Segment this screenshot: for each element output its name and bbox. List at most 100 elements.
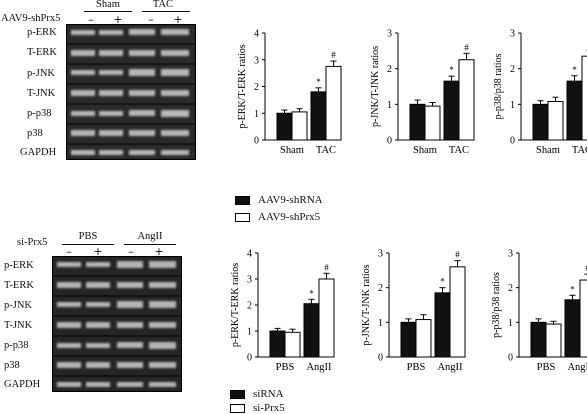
top-legend-swatch-2 <box>235 212 250 222</box>
x-tick-label: TAC <box>316 145 336 156</box>
bottom-blot-label-p-p38: p-p38 <box>4 340 29 351</box>
bar <box>415 319 432 358</box>
x-tick-label: PBS <box>537 362 556 373</box>
bottom-western-blot-image <box>52 256 182 392</box>
significance-marker: * <box>440 277 445 287</box>
top-group1-underline <box>84 11 132 12</box>
bar <box>449 266 466 358</box>
bar <box>291 111 308 141</box>
y-tick-label: 1 <box>378 318 383 329</box>
significance-marker: * <box>570 284 575 294</box>
top-blot-label-t-erk: T-ERK <box>27 47 57 58</box>
x-tick-label: AngII <box>306 362 332 373</box>
y-tick-label: 0 <box>254 136 259 147</box>
top-legend-item-2: AAV9-shPrx5 <box>235 212 320 223</box>
bar <box>458 59 475 141</box>
y-tick-label: 3 <box>247 275 252 286</box>
chart-top-jnk: 0 1 2 3 p-JNK/T-JNK ratios Sham TAC * # <box>370 29 475 156</box>
bottom-blot-label-t-jnk: T-JNK <box>4 320 33 331</box>
bar <box>579 279 587 358</box>
bar <box>545 323 562 358</box>
y-tick-label: 2 <box>247 301 252 312</box>
top-legend-label-1: AAV9-shRNA <box>258 194 323 206</box>
y-tick-label: 3 <box>510 29 515 40</box>
bottom-sign-2: + <box>93 245 103 258</box>
bottom-blot-label-p-jnk: p-JNK <box>4 300 32 311</box>
y-tick-label: 0 <box>387 136 392 147</box>
y-tick-label: 2 <box>510 64 515 75</box>
x-tick-label: Sham <box>413 145 437 156</box>
top-blot-label-p38: p38 <box>27 128 43 139</box>
bar <box>532 103 549 141</box>
bottom-legend-label-2: si-Prx5 <box>253 402 285 414</box>
bottom-legend-item-1: siRNA <box>230 389 284 400</box>
y-axis-label: p-p38/p38 ratios <box>493 53 504 119</box>
bottom-sign-3: – <box>128 245 134 258</box>
top-blot-label-p-jnk: p-JNK <box>27 68 55 79</box>
bottom-legend-swatch-1 <box>230 389 245 399</box>
bottom-blot-label-p-erk: p-ERK <box>4 260 34 271</box>
bottom-group1-label: PBS <box>78 231 98 242</box>
bar <box>325 65 342 141</box>
bar <box>443 80 460 141</box>
bar <box>303 303 320 358</box>
chart-bottom-jnk: 0 1 2 3 p-JNK/T-JNK ratios PBS AngII * # <box>361 249 466 373</box>
x-tick-label: PBS <box>276 362 295 373</box>
significance-marker: * <box>309 288 314 298</box>
top-blot-label-p-erk: p-ERK <box>27 27 57 38</box>
x-tick-label: AngII <box>567 362 587 373</box>
bottom-legend-label-1: siRNA <box>253 388 284 400</box>
y-tick-label: 3 <box>508 249 513 260</box>
bar <box>581 55 587 141</box>
x-tick-label: PBS <box>407 362 426 373</box>
top-row-label: AAV9-shPrx5 <box>1 13 61 24</box>
top-group1-label: Sham <box>96 0 120 10</box>
y-tick-label: 4 <box>254 29 259 40</box>
significance-marker: # <box>585 263 587 273</box>
y-tick-label: 1 <box>508 318 513 329</box>
top-sign-2: + <box>113 13 123 26</box>
top-sign-3: – <box>148 13 154 26</box>
top-group2-underline <box>142 11 190 12</box>
y-tick-label: 0 <box>378 353 383 364</box>
chart-top-erk: 0 1 2 3 4 p-ERK/T-ERK ratios Sham TAC * # <box>237 29 342 156</box>
significance-marker: * <box>316 77 321 87</box>
top-western-blot-image <box>66 24 196 160</box>
bar <box>434 292 451 358</box>
bottom-blot-label-gapdh: GAPDH <box>4 379 41 390</box>
y-tick-label: 3 <box>378 249 383 260</box>
bottom-legend-swatch-2 <box>230 403 245 413</box>
y-tick-label: 1 <box>387 100 392 111</box>
bottom-sign-1: – <box>66 245 72 258</box>
bottom-row-label: si-Prx5 <box>17 237 48 248</box>
y-tick-label: 3 <box>387 29 392 40</box>
bar <box>564 299 581 358</box>
bar <box>276 112 293 141</box>
bottom-group2-underline <box>124 244 176 245</box>
y-tick-label: 1 <box>510 100 515 111</box>
y-tick-label: 1 <box>254 109 259 120</box>
y-tick-label: 2 <box>254 82 259 93</box>
y-axis-label: p-ERK/T-ERK ratios <box>230 263 241 347</box>
x-tick-label: Sham <box>536 145 560 156</box>
top-legend-swatch-1 <box>235 195 250 205</box>
y-axis-label: p-p38/p38 ratios <box>491 272 502 338</box>
significance-marker: # <box>455 250 460 260</box>
y-axis-label: p-JNK/T-JNK ratios <box>370 46 381 127</box>
significance-marker: # <box>331 50 336 60</box>
y-tick-label: 1 <box>247 327 252 338</box>
y-tick-label: 0 <box>247 353 252 364</box>
significance-marker: # <box>324 262 329 272</box>
y-tick-label: 3 <box>254 55 259 66</box>
x-tick-label: TAC <box>572 145 587 156</box>
top-legend-item-1: AAV9-shRNA <box>235 195 323 206</box>
bar <box>310 91 327 141</box>
top-sign-1: – <box>88 13 94 26</box>
bar <box>284 331 301 358</box>
y-tick-label: 2 <box>508 283 513 294</box>
y-tick-label: 2 <box>378 283 383 294</box>
y-axis-label: p-JNK/T-JNK ratios <box>361 264 372 345</box>
y-tick-label: 0 <box>508 353 513 364</box>
bottom-group1-underline <box>62 244 114 245</box>
